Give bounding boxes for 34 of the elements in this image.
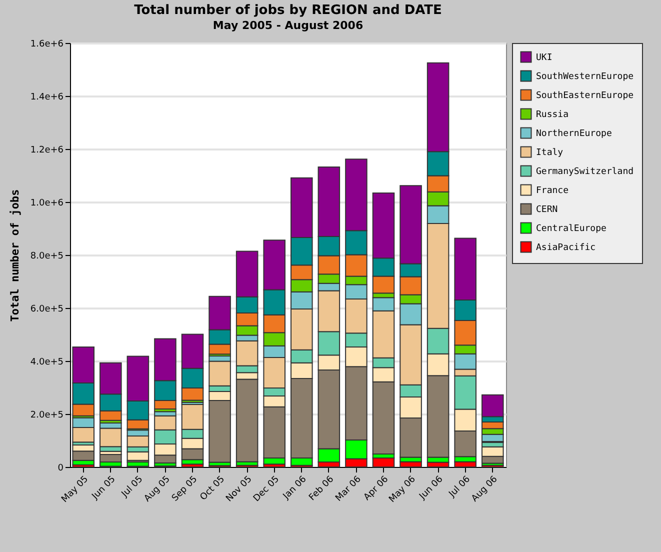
chart-subtitle: May 2005 - August 2006 bbox=[212, 19, 364, 32]
x-tick-label: Jan 06 bbox=[281, 474, 309, 502]
legend-label: CERN bbox=[536, 205, 558, 215]
legend-label: GermanySwitzerland bbox=[536, 167, 634, 177]
x-tick-label: Feb 06 bbox=[308, 474, 336, 503]
legend-label: CentralEurope bbox=[536, 224, 606, 234]
legend-label: SouthEasternEurope bbox=[536, 91, 634, 101]
x-tick-label: Jun 05 bbox=[90, 474, 118, 502]
x-tick-label: Sep 05 bbox=[170, 474, 200, 504]
y-tick-label: 2.0e+5 bbox=[30, 410, 64, 420]
y-axis-title: Total number of jobs bbox=[8, 189, 22, 322]
legend-label: SouthWesternEurope bbox=[536, 72, 634, 82]
legend-label: AsiaPacific bbox=[536, 243, 596, 253]
y-tick-label: 4.0e+5 bbox=[30, 358, 64, 368]
x-tick-label: Jun 06 bbox=[417, 474, 446, 502]
legend-label: Russia bbox=[536, 110, 569, 120]
x-tick-label: Nov 05 bbox=[224, 474, 254, 504]
legend-label: NorthernEurope bbox=[536, 129, 612, 139]
x-tick-label: Mar 06 bbox=[334, 474, 364, 504]
chart-title: Total number of jobs by REGION and DATE bbox=[134, 3, 442, 18]
x-tick-label: Dec 05 bbox=[252, 474, 282, 504]
y-tick-label: 8.0e+5 bbox=[30, 252, 64, 262]
y-tick-label: 0 bbox=[58, 464, 64, 474]
legend-label: Italy bbox=[536, 148, 564, 158]
legend-label: UKI bbox=[536, 53, 552, 63]
y-tick-label: 1.2e+6 bbox=[30, 146, 64, 156]
legend-label: France bbox=[536, 186, 569, 196]
x-tick-label: Jul 06 bbox=[446, 474, 473, 500]
x-tick-label: Oct 05 bbox=[198, 474, 227, 503]
y-tick-label: 6.0e+5 bbox=[30, 304, 64, 314]
y-tick-label: 1.6e+6 bbox=[30, 40, 64, 50]
x-tick-label: Jul 05 bbox=[119, 474, 146, 500]
y-tick-label: 1.4e+6 bbox=[30, 92, 64, 102]
y-tick-label: 1.0e+6 bbox=[30, 198, 64, 208]
